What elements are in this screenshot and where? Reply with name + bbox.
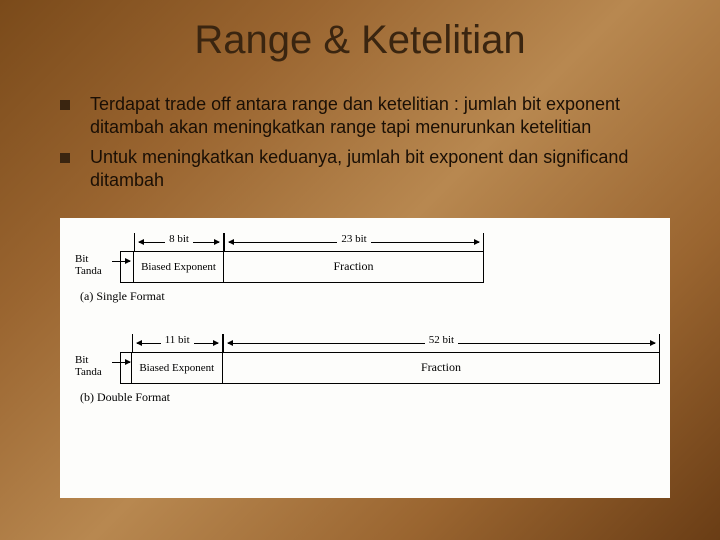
frac-cell: Fraction bbox=[223, 352, 660, 384]
double-dim-row: 11 bit 52 bit bbox=[120, 334, 660, 352]
sign-bit-label: Bit Tanda bbox=[75, 253, 102, 277]
sign-dim-spacer bbox=[120, 233, 134, 251]
bullet-text: Untuk meningkatkan keduanya, jumlah bit … bbox=[90, 146, 670, 193]
sign-arrow-icon bbox=[112, 362, 130, 363]
exp-dim: 8 bit bbox=[134, 233, 224, 251]
frac-dim: 23 bit bbox=[224, 233, 484, 251]
exp-dim-label: 8 bit bbox=[165, 233, 193, 245]
frac-dim-label: 52 bit bbox=[425, 334, 458, 346]
exp-cell: Biased Exponent bbox=[134, 251, 224, 283]
list-item: Terdapat trade off antara range dan kete… bbox=[60, 93, 670, 140]
single-dim-row: 8 bit 23 bit bbox=[120, 233, 660, 251]
single-caption: (a) Single Format bbox=[80, 289, 660, 304]
frac-cell: Fraction bbox=[224, 251, 484, 283]
sign-cell bbox=[120, 251, 134, 283]
double-caption: (b) Double Format bbox=[80, 390, 660, 405]
list-item: Untuk meningkatkan keduanya, jumlah bit … bbox=[60, 146, 670, 193]
bullet-text: Terdapat trade off antara range dan kete… bbox=[90, 93, 670, 140]
frac-dim: 52 bit bbox=[223, 334, 660, 352]
exp-dim: 11 bit bbox=[132, 334, 223, 352]
bullet-square-icon bbox=[60, 153, 70, 163]
sign-cell bbox=[120, 352, 132, 384]
exp-dim-label: 11 bit bbox=[161, 334, 194, 346]
sign-arrow-icon bbox=[112, 261, 130, 262]
sign-bit-label: Bit Tanda bbox=[75, 354, 102, 378]
sign-dim-spacer bbox=[120, 334, 132, 352]
bullet-square-icon bbox=[60, 100, 70, 110]
exp-cell: Biased Exponent bbox=[132, 352, 223, 384]
single-field-row: Bit Tanda Biased Exponent Fraction bbox=[120, 251, 660, 283]
double-field-row: Bit Tanda Biased Exponent Fraction bbox=[120, 352, 660, 384]
bullet-list: Terdapat trade off antara range dan kete… bbox=[60, 93, 670, 193]
page-title: Range & Ketelitian bbox=[0, 0, 720, 63]
double-format-block: 11 bit 52 bit Bit Tanda Biased Exponent … bbox=[70, 334, 660, 405]
format-diagram: 8 bit 23 bit Bit Tanda Biased Exponent F… bbox=[60, 218, 670, 498]
single-format-block: 8 bit 23 bit Bit Tanda Biased Exponent F… bbox=[70, 233, 660, 304]
frac-dim-label: 23 bit bbox=[337, 233, 370, 245]
